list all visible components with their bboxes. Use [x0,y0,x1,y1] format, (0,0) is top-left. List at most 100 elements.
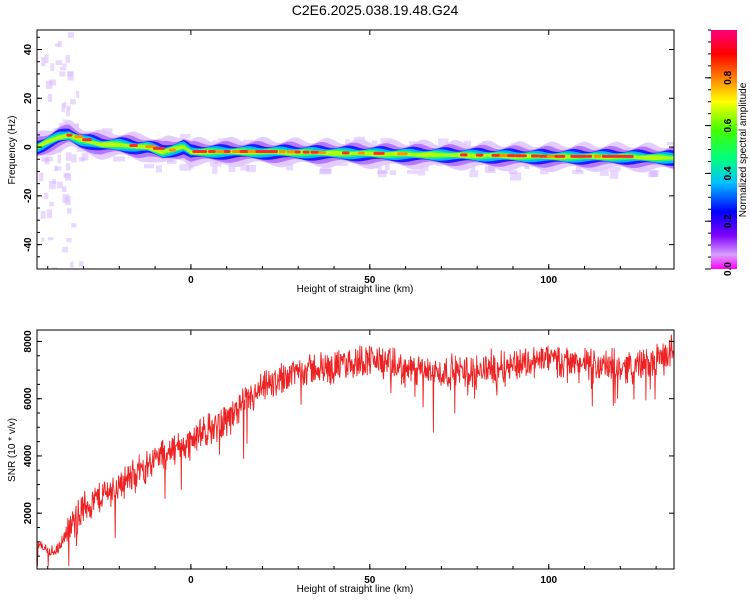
heatmap-cell [469,170,479,178]
y-tick-label: 20 [23,92,34,104]
heatmap-cell [41,57,46,67]
heatmap-cell [60,66,66,71]
heatmap-cell [61,186,67,192]
heatmap-cell [337,163,348,167]
heatmap-cell [46,156,54,162]
heatmap-cell [143,163,154,169]
heatmap-cell [213,160,219,165]
heatmap-peak [192,149,203,153]
heatmap-cell [78,157,85,162]
heatmap-cell [47,237,54,241]
colorbar: 0.0 0.2 0.4 0.6 0.8 Normalized spectral ampl… [705,29,749,276]
heatmap-cell [56,181,63,189]
heatmap-peak [247,149,258,153]
y-tick-label: 40 [23,44,34,56]
heatmap-peak [475,153,484,157]
heatmap-cell [49,201,54,207]
heatmap-cell [46,209,52,219]
heatmap-peak [625,154,634,158]
heatmap-cell [610,171,619,179]
heatmap-cell [70,261,74,268]
heatmap-cell [666,141,674,146]
snr-series-line [37,334,674,567]
heatmap-cell [65,55,70,63]
y-tick-label: -40 [23,237,34,252]
heatmap-cell [524,165,530,170]
heatmap-cell [345,139,350,146]
heatmap-peak [570,154,581,158]
spectrogram-heatmap [37,32,674,269]
heatmap-peak [239,149,250,153]
heatmap-cell [384,163,390,171]
colorbar-tick-label: 0.0 [723,262,734,276]
heatmap-cell [113,156,126,162]
heatmap-cell [41,156,48,162]
heatmap-peak [601,154,612,158]
heatmap-cell [389,170,397,175]
heatmap-cell [320,168,332,174]
heatmap-cell [240,165,250,171]
heatmap-cell [62,246,69,253]
x-tick-label: 100 [540,575,557,586]
heatmap-peak [554,154,566,158]
heatmap-cell [49,79,57,86]
heatmap-cell [54,43,60,47]
heatmap-peak [302,150,310,154]
heatmap-cell [47,94,53,102]
heatmap-peak [82,138,92,142]
heatmap-cell [62,63,67,67]
heatmap-cell [319,168,331,175]
heatmap-cell [470,164,476,171]
heatmap-cell [166,156,177,164]
heatmap-cell [44,158,50,165]
x-tick-label: 0 [188,575,194,586]
snr-y-axis-label: SNR (10 * v/v) [7,418,18,482]
heatmap-cell [63,172,70,178]
y-tick-label: 4000 [23,444,34,467]
heatmap-cell [380,138,392,143]
heatmap-cell [66,237,72,243]
y-tick-label: 8000 [23,330,34,353]
spectrogram-x-axis-label: Height of straight line (km) [297,284,414,295]
heatmap-cell [44,54,49,64]
heatmap-cell [575,166,582,172]
spectrogram-y-axis-label: Frequency (Hz) [7,116,18,185]
heatmap-cell [48,180,56,190]
heatmap-band [37,132,674,160]
heatmap-peak [459,153,468,157]
heatmap-cell [378,169,387,178]
heatmap-peak [278,150,286,154]
heatmap-cell [608,166,621,172]
heatmap-cell [54,166,58,172]
heatmap-cell [78,261,84,267]
heatmap-cell [648,170,658,178]
colorbar-tick-label: 0.6 [723,118,734,132]
snr-panel: 0 50 100 2000 4000 6000 8000 Height of straigh… [7,329,675,595]
heatmap-cell [40,210,46,219]
heatmap-cell [66,105,71,110]
heatmap-cell [57,40,62,48]
heatmap-peak [357,151,366,155]
heatmap-peak [585,154,593,158]
y-tick-label: 2000 [23,502,34,525]
heatmap-cell [38,172,44,182]
y-tick-label: 0 [23,144,34,150]
heatmap-peak [152,146,165,150]
heatmap-cell [377,170,388,174]
heatmap-peak [129,144,138,148]
heatmap-peak [609,154,620,158]
heatmap-cell [419,165,429,171]
heatmap-peak [515,154,527,158]
spectrogram-frame [36,29,675,270]
heatmap-cell [41,237,45,242]
heatmap-cell [438,138,449,146]
heatmap-peak [341,151,350,155]
heatmap-cell [62,119,68,123]
heatmap-cell [418,170,426,176]
snr-x-axis-label: Height of straight line (km) [297,584,414,595]
heatmap-cell [62,194,70,203]
heatmap-cell [71,223,77,228]
heatmap-cell [50,63,55,72]
heatmap-cell [406,170,419,174]
colorbar-tick-label: 0.8 [723,70,734,84]
